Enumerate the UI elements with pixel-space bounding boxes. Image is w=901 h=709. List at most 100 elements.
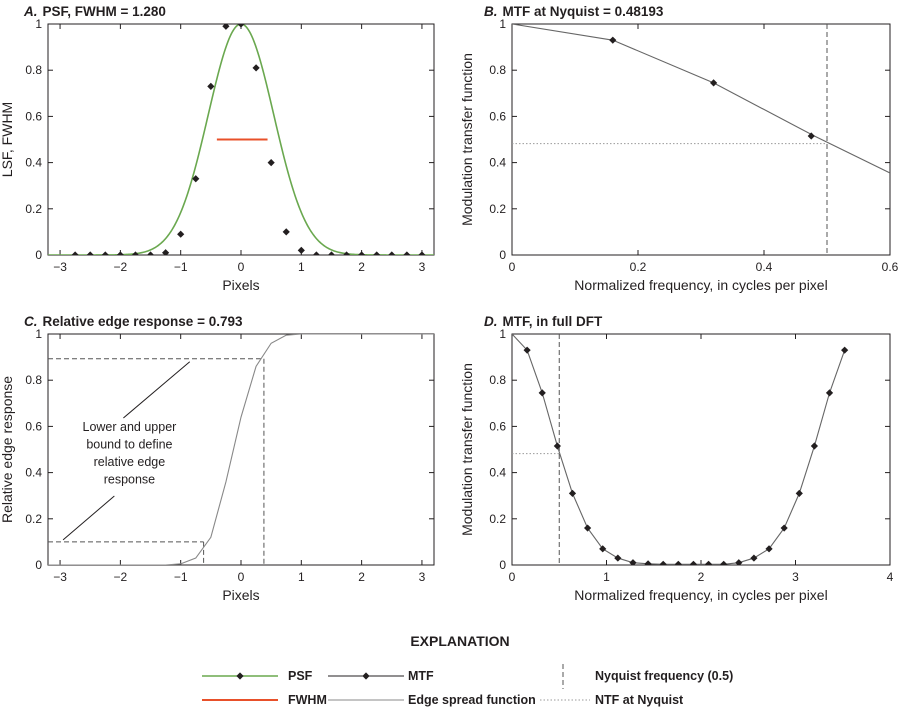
x-axis-label: Normalized frequency, in cycles per pixe… [574, 587, 827, 603]
psf-point [86, 251, 94, 255]
legend-esf-label: Edge spread function [408, 693, 536, 707]
x-tick-label: 0 [238, 260, 245, 274]
x-tick-label: 0 [238, 570, 245, 584]
x-tick-label: 1 [603, 570, 610, 584]
y-tick-label: 0.4 [25, 156, 42, 170]
y-tick-label: 0.2 [489, 202, 506, 216]
legend-nyquist-label: Nyquist frequency (0.5) [595, 669, 733, 683]
psf-point [297, 246, 305, 254]
mtf-point [614, 554, 622, 562]
mtf-point [523, 346, 531, 354]
x-tick-label: 0.2 [630, 260, 647, 274]
y-axis-label: LSF, FWHM [0, 102, 15, 177]
x-tick-label: 0 [509, 570, 516, 584]
x-tick-label: −3 [53, 570, 67, 584]
y-tick-label: 0.4 [489, 466, 506, 480]
x-axis-label: Pixels [222, 277, 259, 293]
mtf-point [609, 36, 617, 44]
mtf-point [659, 560, 667, 565]
x-axis-label: Pixels [222, 587, 259, 603]
y-axis-label: Modulation transfer function [459, 53, 475, 226]
panel-letter: D. [484, 314, 498, 329]
y-tick-label: 0.2 [489, 512, 506, 526]
plot-area [48, 334, 434, 565]
psf-point [342, 251, 351, 255]
edge-spread-function-curve [48, 334, 434, 565]
annotation-leader-upper [123, 361, 191, 419]
psf-point [252, 64, 260, 72]
y-tick-label: 0 [35, 558, 42, 572]
y-tick-label: 0.8 [489, 63, 506, 77]
psf-point [388, 251, 396, 255]
mtf-point [674, 560, 682, 565]
y-tick-label: 0.6 [489, 109, 506, 123]
y-tick-label: 0.2 [25, 512, 42, 526]
panel-title-text: MTF at Nyquist = 0.48193 [503, 4, 664, 19]
legend-psf-marker [236, 672, 244, 680]
y-tick-label: 0.8 [25, 63, 42, 77]
mtf-point [538, 389, 546, 397]
x-tick-label: −2 [114, 570, 128, 584]
annotation-leader-lower [62, 495, 115, 541]
panel-title-text: PSF, FWHM = 1.280 [43, 4, 166, 19]
explanation: EXPLANATION PSF FWHM MTF Edge spread functio… [202, 633, 733, 707]
mtf-point [735, 559, 743, 565]
y-tick-label: 0.2 [25, 202, 42, 216]
panel-D: 0 1 2 3 4 0 0.2 0.4 0.6 0.8 1 Normalized frequency,… [459, 314, 894, 603]
x-tick-label: 3 [419, 260, 426, 274]
psf-point [116, 251, 124, 255]
y-tick-label: 1 [35, 17, 42, 31]
psf-curve [48, 24, 434, 255]
y-tick-label: 0.4 [25, 466, 42, 480]
legend-mtf-label: MTF [408, 669, 434, 683]
psf-point [403, 251, 411, 255]
mtf-point [599, 545, 607, 553]
psf-point [267, 159, 275, 167]
y-tick-label: 1 [499, 327, 506, 341]
annotation-text: relative edge [94, 455, 166, 469]
mtf-point [720, 560, 728, 565]
psf-point [237, 24, 245, 28]
x-tick-label: 3 [792, 570, 799, 584]
psf-point [162, 249, 170, 255]
y-tick-label: 1 [499, 17, 506, 31]
y-tick-label: 0.6 [25, 419, 42, 433]
mtf-curve [512, 334, 846, 565]
panel-title-text: MTF, in full DFT [503, 314, 603, 329]
plot-frame [511, 333, 891, 566]
psf-point [327, 251, 336, 255]
x-tick-label: 2 [358, 260, 365, 274]
x-tick-label: −1 [174, 260, 188, 274]
panel-title-text: Relative edge response = 0.793 [43, 314, 243, 329]
x-tick-label: 1 [298, 570, 305, 584]
legend-fwhm-label: FWHM [288, 693, 327, 707]
psf-point [358, 251, 366, 255]
x-tick-label: 3 [419, 570, 426, 584]
x-tick-label: −1 [174, 570, 188, 584]
annotation-text: Lower and upper [83, 420, 177, 434]
mtf-point [644, 560, 652, 565]
x-tick-label: 0.4 [756, 260, 773, 274]
y-tick-label: 0 [499, 248, 506, 262]
mtf-point [629, 559, 637, 565]
y-tick-label: 0.6 [25, 109, 42, 123]
y-tick-label: 0 [35, 248, 42, 262]
x-tick-label: 4 [887, 570, 894, 584]
x-tick-label: 0.6 [882, 260, 899, 274]
x-tick-label: 2 [698, 570, 705, 584]
legend-mtf-marker [362, 672, 370, 680]
y-tick-label: 0.6 [489, 419, 506, 433]
y-tick-label: 1 [35, 327, 42, 341]
y-tick-label: 0.4 [489, 156, 506, 170]
psf-point [177, 230, 185, 238]
mtf-point [568, 489, 577, 497]
x-tick-label: −2 [114, 260, 128, 274]
legend-ntf-label: NTF at Nyquist [595, 693, 684, 707]
psf-point [282, 228, 290, 236]
x-axis-label: Normalized frequency, in cycles per pixe… [574, 277, 827, 293]
panel-title: B. MTF at Nyquist = 0.48193 [484, 4, 664, 19]
explanation-title: EXPLANATION [410, 633, 509, 649]
panel-A: −3 −2 −1 0 1 2 3 0 0.2 0.4 0.6 0.8 1 Pixels LSF, FWHM A… [0, 4, 435, 293]
